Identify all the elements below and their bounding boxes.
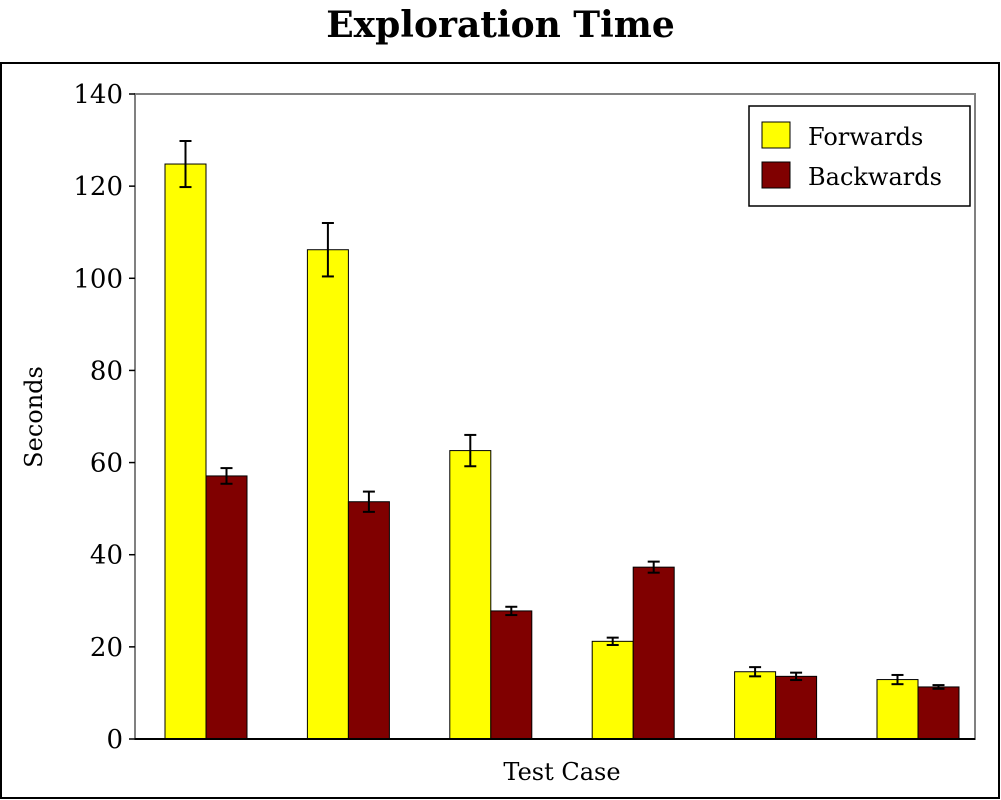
error-bar [647, 560, 660, 574]
legend-label-forwards: Forwards [808, 123, 923, 151]
y-axis-label: Seconds [20, 366, 48, 468]
y-tick-label: 0 [106, 725, 123, 755]
bar-forwards [306, 249, 349, 740]
y-tick-label: 80 [90, 356, 123, 386]
error-bar [220, 467, 233, 485]
legend-swatch-backwards [761, 161, 791, 189]
y-tick-label: 40 [90, 541, 123, 571]
error-bar [606, 636, 619, 647]
legend: Forwards Backwards [748, 105, 971, 207]
legend-swatch-forwards [761, 121, 791, 149]
bar-backwards [205, 475, 248, 740]
chart-title: Exploration Time [326, 4, 675, 46]
error-bar [891, 673, 904, 686]
bar-forwards [734, 671, 777, 740]
y-tick-label: 100 [73, 264, 123, 294]
error-bar [321, 222, 334, 278]
axis-layer: 0 20 40 60 80 100 120 140 [73, 80, 135, 755]
error-bar [749, 666, 762, 678]
y-tick-label: 140 [73, 80, 123, 110]
bar-backwards [632, 566, 675, 740]
bar-backwards [775, 675, 818, 740]
error-bar [505, 605, 518, 617]
y-tick-label: 60 [90, 449, 123, 479]
bar-backwards [347, 501, 390, 740]
legend-label-backwards: Backwards [808, 163, 942, 191]
error-bar [179, 139, 192, 189]
error-bar [362, 490, 375, 513]
bars-layer [164, 139, 960, 740]
bar-forwards [876, 679, 919, 740]
error-bar [464, 433, 477, 468]
bar-forwards [591, 640, 634, 740]
legend-box [748, 105, 971, 207]
outer-frame [0, 62, 1000, 799]
error-bar [932, 684, 945, 690]
bar-forwards [164, 163, 207, 740]
x-axis-label: Test Case [503, 758, 620, 786]
y-tick-label: 120 [73, 172, 123, 202]
error-bar [790, 671, 803, 682]
y-tick-label: 20 [90, 633, 123, 663]
bar-forwards [449, 450, 492, 740]
bar-backwards [917, 686, 960, 740]
bar-backwards [490, 610, 533, 740]
